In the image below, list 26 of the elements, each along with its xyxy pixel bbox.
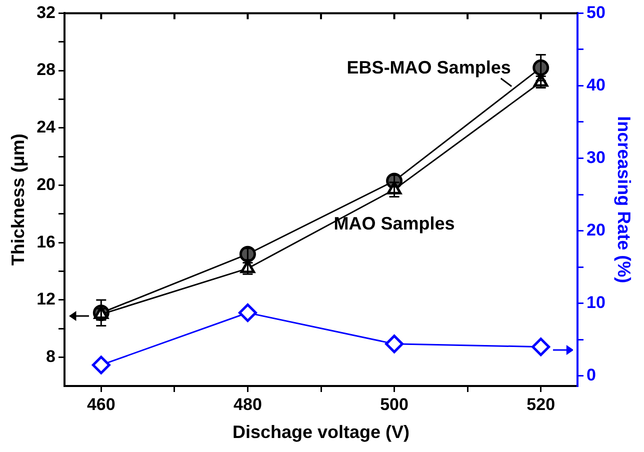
x-axis-title: Dischage voltage (V) bbox=[232, 422, 410, 442]
y2-tick-label: 50 bbox=[586, 2, 606, 22]
y-tick-label: 8 bbox=[46, 347, 56, 366]
x-tick-label: 520 bbox=[526, 394, 556, 414]
y-tick-label: 20 bbox=[36, 174, 56, 194]
y2-tick-label: 20 bbox=[586, 220, 606, 240]
y-tick-label: 28 bbox=[36, 60, 56, 80]
point bbox=[532, 338, 550, 356]
y-tick-label: 24 bbox=[36, 118, 56, 137]
y2-tick-label: 10 bbox=[586, 293, 606, 312]
x-tick-label: 500 bbox=[380, 394, 408, 414]
point bbox=[385, 334, 404, 354]
y2-tick-label: 30 bbox=[586, 148, 606, 167]
y2-tick-label: 0 bbox=[586, 366, 596, 385]
y-tick-label: 32 bbox=[36, 2, 56, 22]
y-tick-label: 12 bbox=[36, 290, 56, 309]
series-label: EBS-MAO Samples bbox=[346, 57, 511, 78]
x-tick-label: 480 bbox=[234, 394, 262, 414]
point bbox=[92, 356, 110, 374]
y-tick-label: 16 bbox=[36, 232, 56, 252]
y2-axis-title: Increasing Rate (%) bbox=[614, 116, 634, 284]
y2-tick-label: 40 bbox=[586, 75, 606, 94]
y-axis-title: Thickness (μm) bbox=[8, 134, 28, 266]
x-tick-label: 460 bbox=[86, 394, 116, 414]
point bbox=[238, 303, 257, 322]
series-label: MAO Samples bbox=[334, 214, 455, 234]
